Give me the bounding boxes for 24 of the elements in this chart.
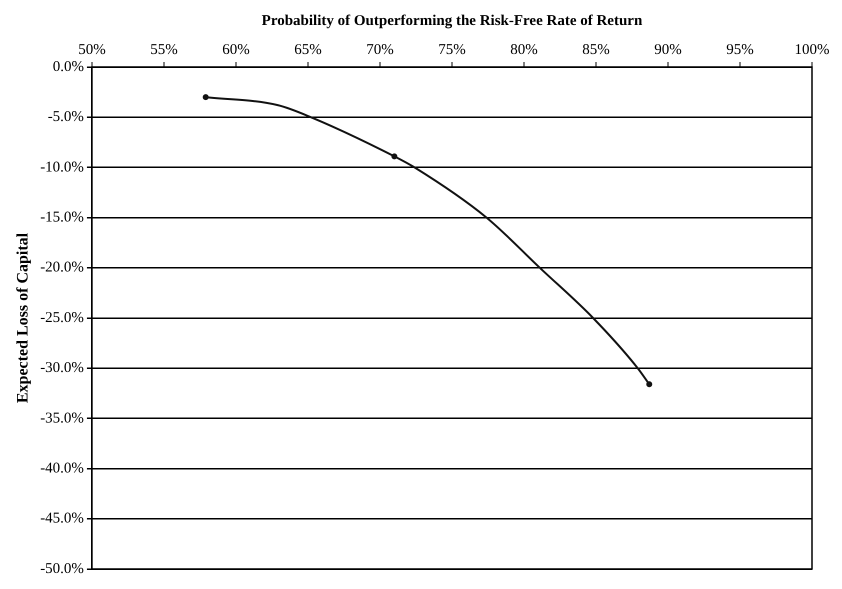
x-tick-label: 55% — [150, 42, 178, 58]
x-tick-label: 50% — [78, 42, 106, 58]
y-tick-label: -10.0% — [40, 159, 84, 176]
x-axis-title: Probability of Outperforming the Risk-Free Rate of Return — [262, 12, 643, 29]
x-tick-label: 100% — [794, 42, 830, 58]
y-tick-label: -20.0% — [40, 260, 84, 276]
y-tick-label: 0.0% — [52, 58, 84, 75]
y-axis-title: Expected Loss of Capital — [14, 232, 32, 404]
x-tick-label: 70% — [366, 42, 394, 58]
x-tick-label: 65% — [294, 42, 322, 58]
x-tick-label: 90% — [654, 42, 682, 58]
y-tick-label: -40.0% — [40, 460, 84, 477]
y-tick-label: -50.0% — [40, 560, 84, 577]
y-tick-label: -30.0% — [40, 360, 84, 376]
x-tick-label: 95% — [726, 42, 754, 58]
y-tick-label: -45.0% — [40, 510, 84, 527]
y-tick-label: -5.0% — [48, 109, 84, 126]
y-tick-label: -35.0% — [40, 410, 84, 426]
x-tick-label: 60% — [222, 42, 250, 58]
y-tick-label: -15.0% — [40, 210, 84, 226]
x-tick-label: 80% — [510, 42, 538, 58]
x-tick-label: 85% — [582, 42, 610, 58]
y-tick-label: -25.0% — [40, 310, 84, 326]
x-tick-label: 75% — [438, 42, 466, 58]
